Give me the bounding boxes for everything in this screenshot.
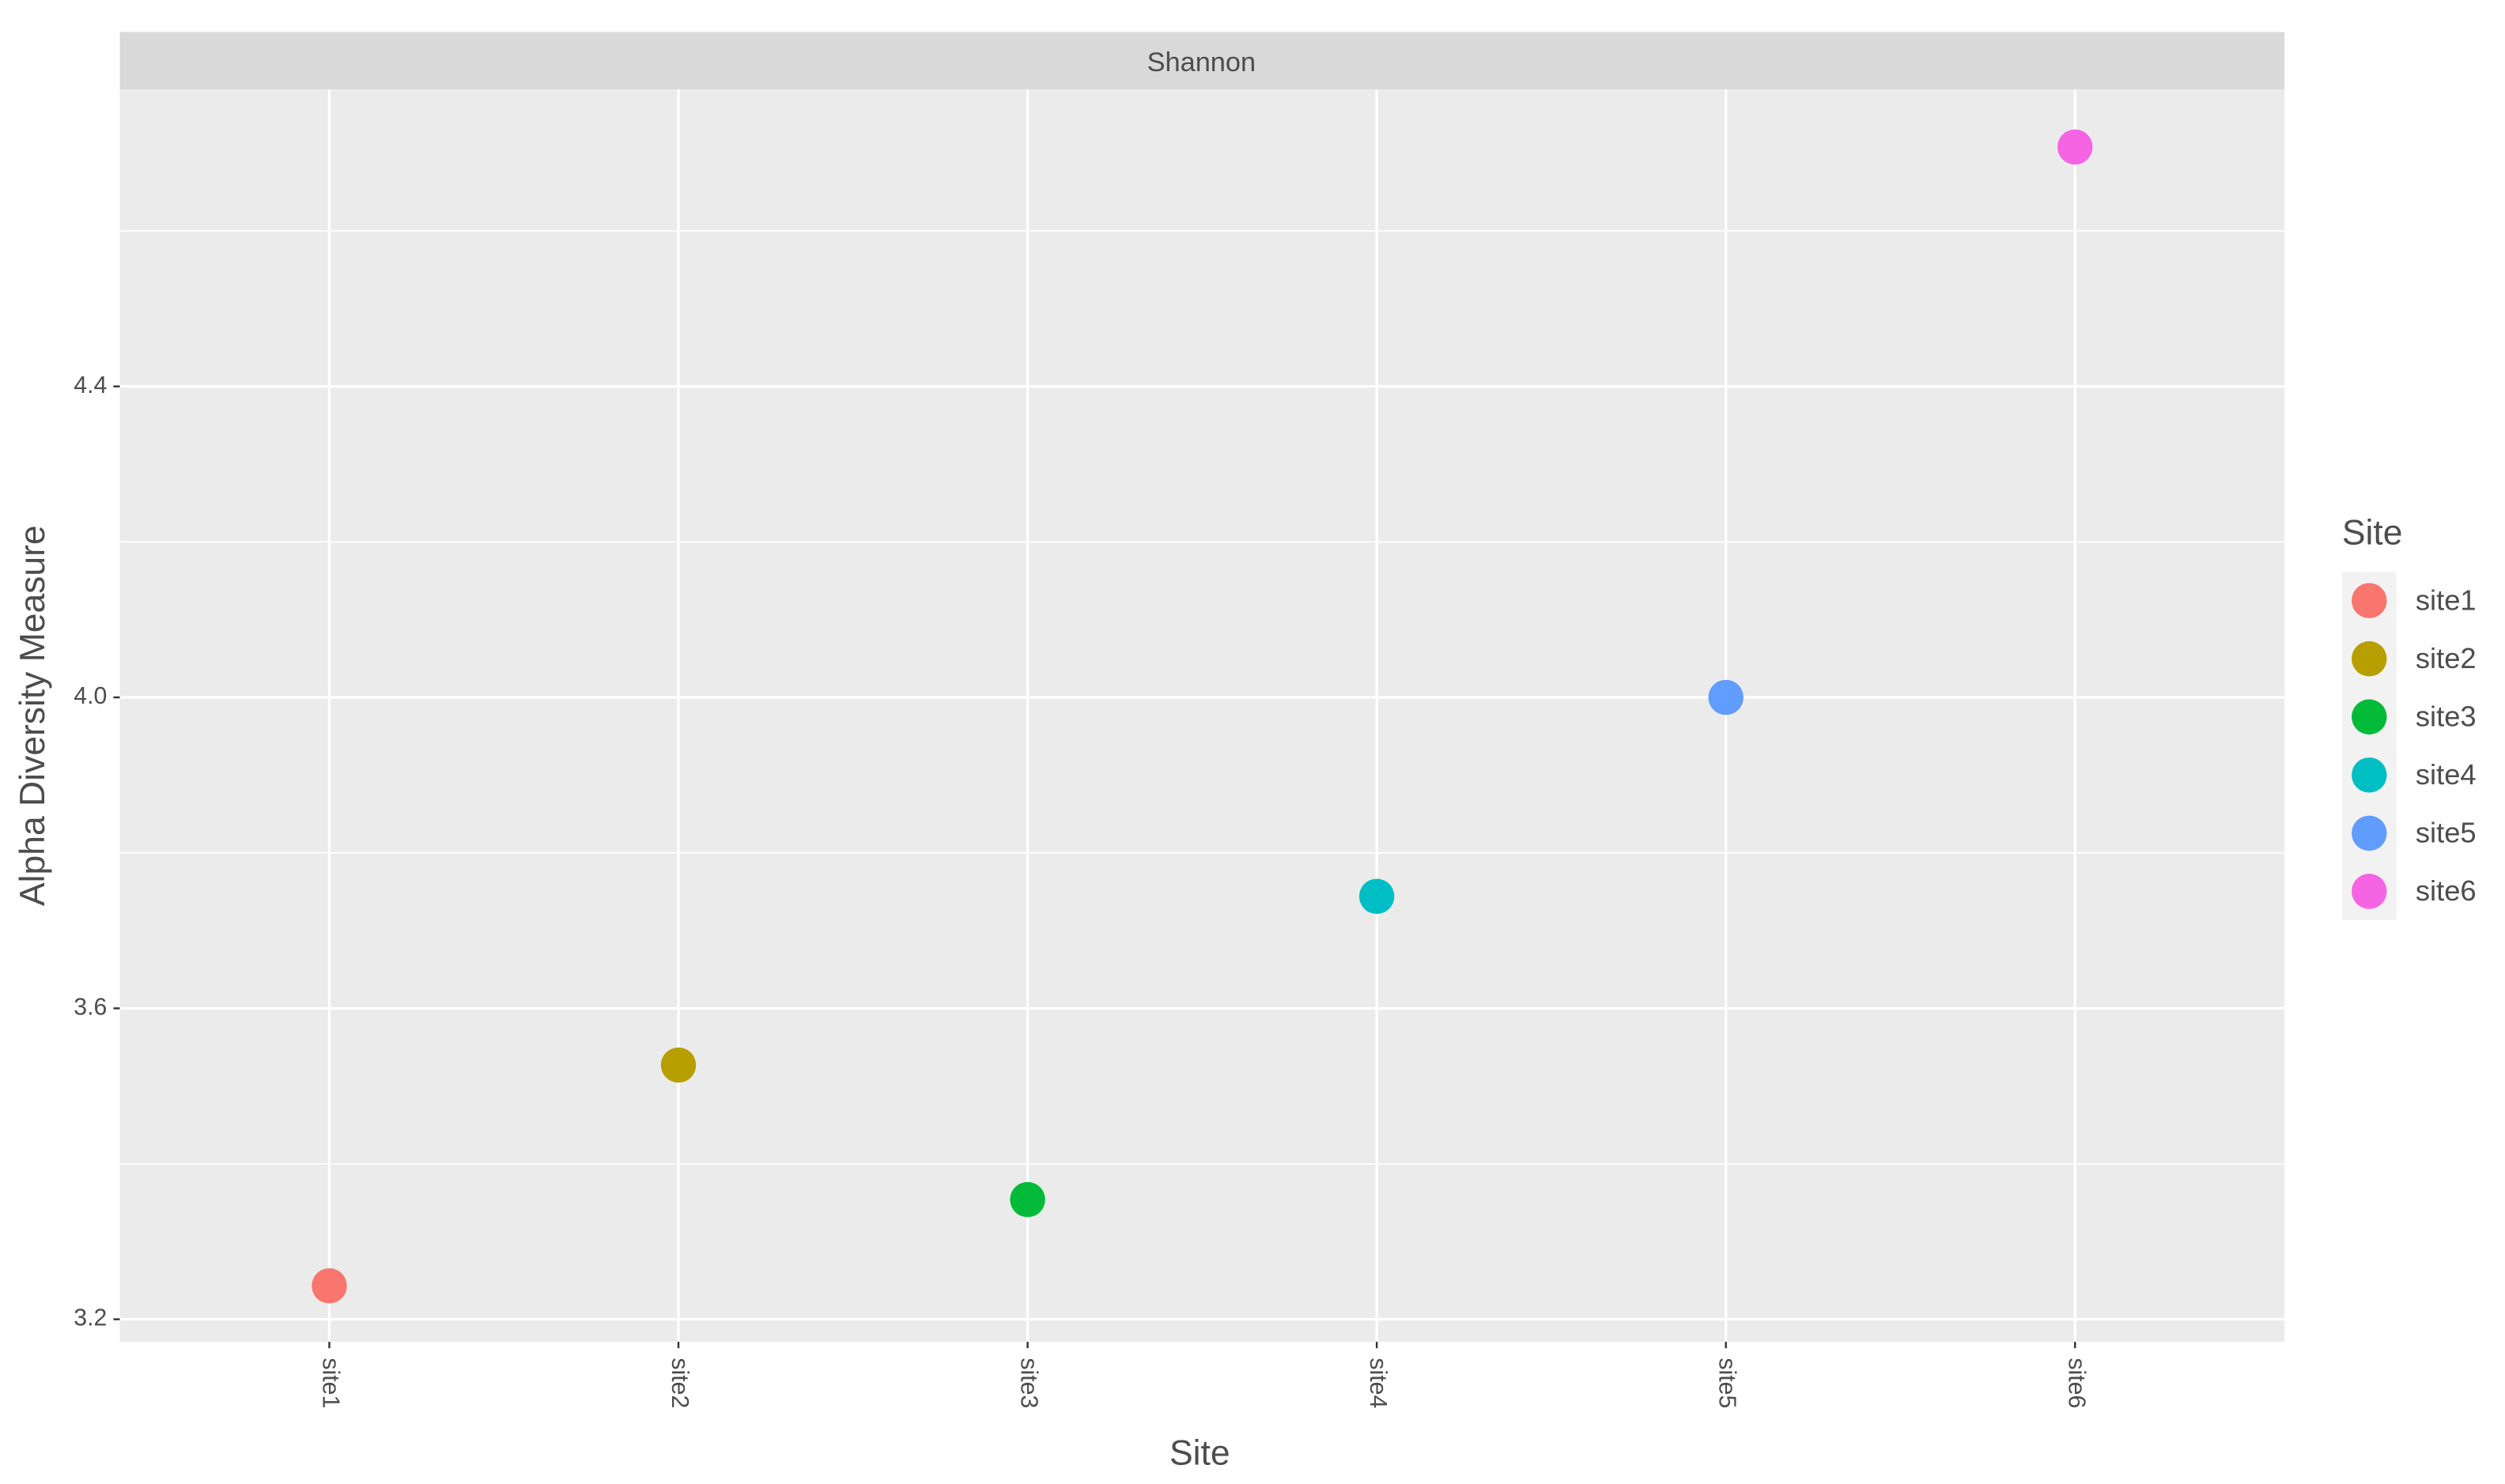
- legend-key: [2352, 757, 2387, 793]
- legend-key: [2352, 874, 2387, 909]
- point: [312, 1268, 347, 1304]
- legend-key: [2352, 583, 2387, 618]
- legend-label: site3: [2416, 700, 2477, 732]
- legend-key: [2352, 699, 2387, 735]
- y-tick-label: 4.4: [74, 372, 107, 398]
- legend-label: site4: [2416, 758, 2477, 791]
- y-tick-label: 4.0: [74, 683, 107, 709]
- legend-key: [2352, 815, 2387, 852]
- point: [1358, 878, 1395, 914]
- x-tick-label: site1: [317, 1358, 343, 1408]
- x-axis-label: Site: [1169, 1433, 1230, 1472]
- panel: [119, 89, 2285, 1342]
- legend-keys-bg: [2341, 572, 2397, 920]
- y-tick-label: 3.6: [74, 994, 107, 1020]
- point: [2057, 129, 2093, 165]
- legend-title: Site: [2342, 514, 2403, 553]
- point: [1010, 1182, 1045, 1218]
- facet-strip: [119, 32, 2285, 90]
- legend-label: site1: [2416, 583, 2477, 616]
- point: [660, 1047, 697, 1083]
- y-tick-label: 3.2: [74, 1305, 107, 1331]
- legend-label: site5: [2416, 816, 2477, 848]
- legend-key: [2352, 641, 2387, 677]
- x-tick-label: site6: [2063, 1358, 2089, 1408]
- x-tick-label: site4: [1365, 1358, 1391, 1408]
- x-tick-label: site3: [1016, 1358, 1042, 1408]
- facet-label: Shannon: [1147, 47, 1256, 77]
- legend-label: site2: [2416, 642, 2477, 674]
- x-tick-label: site5: [1714, 1358, 1740, 1408]
- legend-label: site6: [2416, 874, 2477, 907]
- y-axis-label: Alpha Diversity Measure: [13, 525, 52, 906]
- x-tick-label: site2: [667, 1358, 693, 1408]
- point: [1708, 679, 1744, 716]
